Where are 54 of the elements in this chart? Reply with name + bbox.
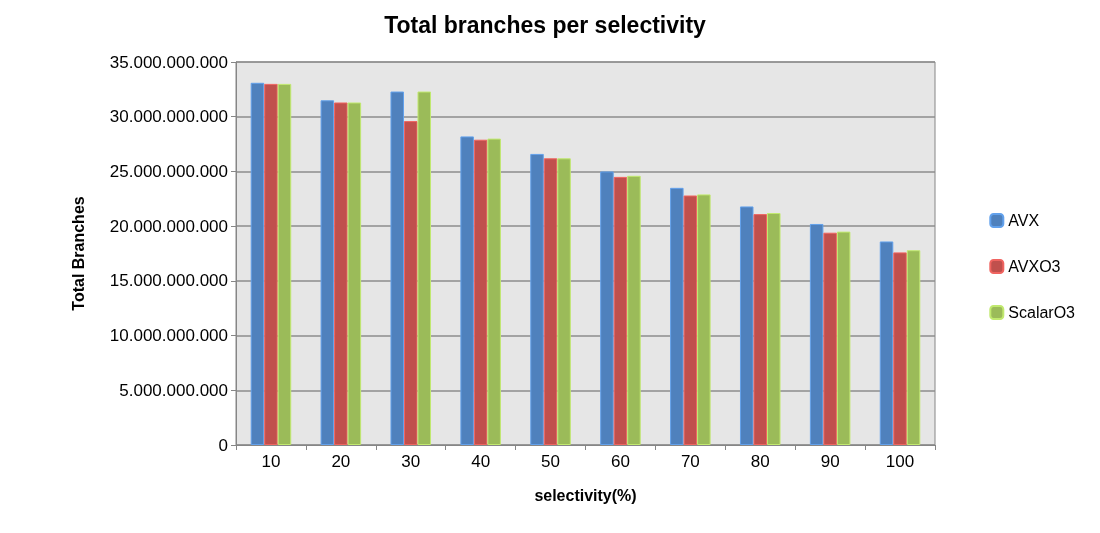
bar <box>417 91 432 445</box>
bar <box>600 171 614 445</box>
bar <box>823 232 837 445</box>
bar <box>390 91 404 445</box>
bar <box>836 231 851 445</box>
bar <box>530 153 544 445</box>
x-tick-label: 10 <box>261 452 281 471</box>
bar <box>557 158 571 445</box>
y-tick-label: 25.000.000.000 <box>109 161 228 181</box>
bar <box>487 138 501 445</box>
bar <box>473 139 488 445</box>
bar <box>753 214 768 445</box>
legend-label: AVX <box>1008 212 1040 229</box>
bar <box>543 158 558 445</box>
chart-title: Total branches per selectivity <box>384 11 707 38</box>
x-axis-title: selectivity(%) <box>534 486 637 504</box>
y-tick-label: 0 <box>218 435 228 455</box>
y-tick-label: 15.000.000.000 <box>109 271 228 291</box>
legend-label: AVXO3 <box>1008 258 1061 275</box>
x-tick-label: 20 <box>331 452 351 471</box>
bar <box>809 223 824 445</box>
y-tick-label: 30.000.000.000 <box>109 107 228 127</box>
y-tick-label: 5.000.000.000 <box>119 380 228 400</box>
bar <box>320 100 335 445</box>
bar <box>697 194 711 445</box>
y-axis-title: Total Branches <box>69 196 87 311</box>
bar <box>627 175 641 445</box>
bar <box>250 82 265 445</box>
bar <box>879 241 894 445</box>
bar <box>277 83 292 445</box>
bar <box>683 195 698 445</box>
x-tick-label: 50 <box>541 452 561 471</box>
y-tick-label: 20.000.000.000 <box>109 216 228 236</box>
bar <box>893 252 907 445</box>
bar <box>613 176 628 445</box>
x-tick-label: 30 <box>401 452 421 471</box>
x-tick-label: 40 <box>471 452 491 471</box>
bar <box>264 83 278 445</box>
x-tick-label: 70 <box>680 452 700 471</box>
bar <box>670 187 684 445</box>
bar <box>906 250 921 445</box>
bar <box>460 136 474 445</box>
y-tick-label: 10.000.000.000 <box>109 326 228 346</box>
bar <box>739 206 754 445</box>
x-tick-label: 90 <box>820 452 840 471</box>
bar <box>347 102 362 445</box>
x-tick-label: 100 <box>885 452 915 471</box>
x-tick-label: 60 <box>610 452 630 471</box>
y-tick-label: 35.000.000.000 <box>109 52 228 72</box>
bar <box>334 102 348 445</box>
legend-label: ScalarO3 <box>1008 304 1076 321</box>
bar <box>767 213 781 445</box>
bar <box>403 121 418 445</box>
x-tick-label: 80 <box>750 452 770 471</box>
